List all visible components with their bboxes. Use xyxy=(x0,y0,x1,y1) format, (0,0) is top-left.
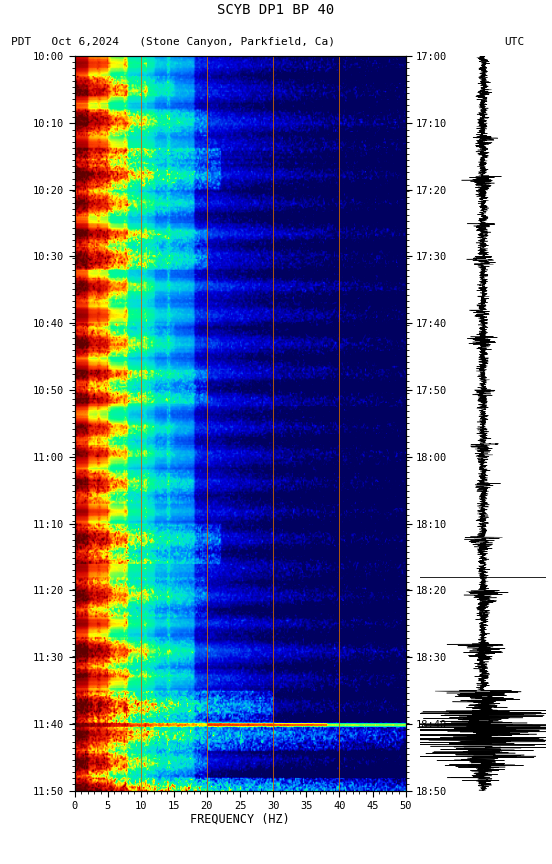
Text: UTC: UTC xyxy=(504,36,524,47)
X-axis label: FREQUENCY (HZ): FREQUENCY (HZ) xyxy=(190,812,290,825)
Text: SCYB DP1 BP 40: SCYB DP1 BP 40 xyxy=(217,3,335,16)
Text: PDT   Oct 6,2024   (Stone Canyon, Parkfield, Ca): PDT Oct 6,2024 (Stone Canyon, Parkfield,… xyxy=(11,36,335,47)
